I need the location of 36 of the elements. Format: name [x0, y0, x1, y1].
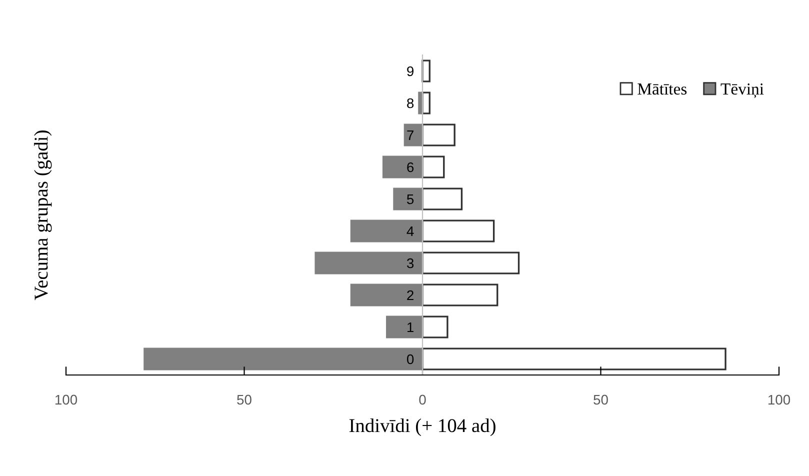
- bar: [144, 348, 424, 370]
- bar: [350, 284, 424, 306]
- legend-label: Mātītes: [638, 84, 687, 95]
- bar: [386, 316, 424, 338]
- y-tick-label: 0: [406, 354, 414, 364]
- y-tick-label: 5: [407, 194, 414, 204]
- y-tick-label: 2: [407, 290, 414, 300]
- bar: [422, 220, 495, 242]
- bar: [422, 156, 445, 178]
- bar: [422, 284, 498, 306]
- bar: [393, 188, 424, 210]
- bar: [422, 188, 463, 210]
- bar: [422, 252, 520, 274]
- x-tick-label: 50: [594, 394, 608, 405]
- x-tick-label: 50: [237, 394, 252, 405]
- x-tick-label: 100: [768, 394, 790, 405]
- y-tick-label: 1: [408, 322, 414, 332]
- bar: [404, 124, 424, 146]
- y-axis-title: Vecuma grupas (gadi): [34, 130, 52, 300]
- y-tick-label: 8: [407, 98, 414, 108]
- y-tick-label: 4: [406, 226, 414, 236]
- bar: [422, 316, 448, 338]
- bar: [422, 348, 726, 370]
- bar: [422, 60, 430, 82]
- y-tick-label: 3: [406, 258, 414, 268]
- x-tick-label: 0: [419, 394, 426, 405]
- bar: [350, 220, 424, 242]
- y-tick-label: 7: [407, 130, 414, 140]
- bar: [422, 124, 456, 146]
- legend-label: Tēviņi: [720, 83, 764, 98]
- x-tick-label: 100: [55, 394, 78, 405]
- y-tick-label: 9: [407, 66, 414, 76]
- bar: [382, 156, 424, 178]
- x-axis-title: Indivīdi (+ 104 ad): [349, 418, 496, 436]
- bar: [314, 252, 424, 274]
- y-tick-label: 6: [407, 162, 414, 172]
